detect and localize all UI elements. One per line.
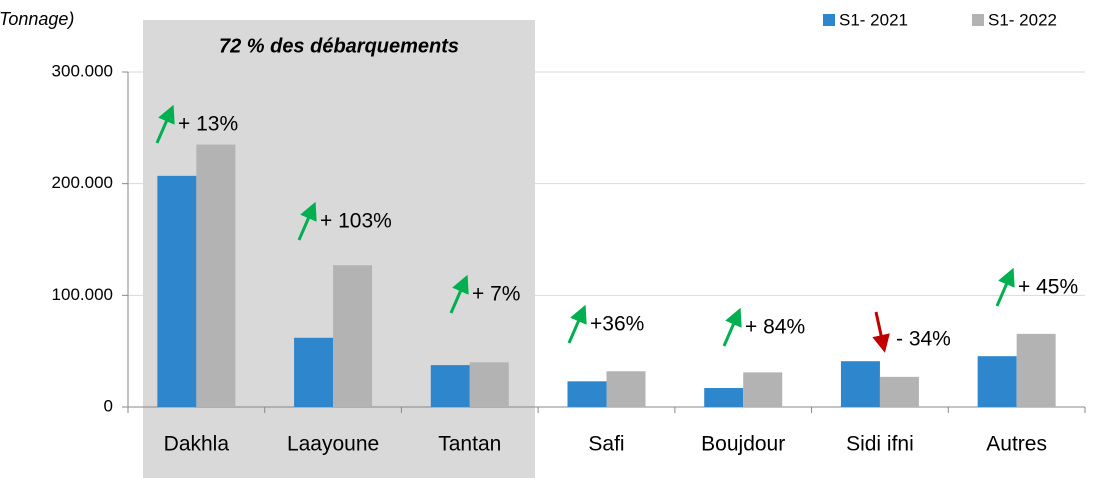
change-label: + 13% [178, 113, 238, 136]
x-tick-label: Sidi ifni [846, 433, 914, 456]
change-label: - 34% [896, 328, 951, 351]
change-label: +36% [590, 313, 644, 336]
legend-swatch [823, 14, 835, 26]
change-label: + 45% [1018, 276, 1078, 299]
bar [606, 371, 646, 407]
bar [1016, 333, 1056, 407]
change-arrow [449, 274, 469, 314]
change-arrow [297, 201, 317, 241]
legend-swatch [972, 14, 984, 26]
bar [294, 337, 334, 407]
bar [333, 265, 373, 407]
change-label: + 84% [745, 316, 805, 339]
bar [704, 388, 744, 407]
change-arrow [722, 307, 742, 347]
highlight-label: 72 % des débarquements [219, 35, 459, 57]
y-tick-label: 0 [104, 396, 113, 415]
y-tick-label: 300.000 [52, 61, 113, 80]
x-tick-label: Boujdour [701, 433, 785, 456]
bar [743, 372, 783, 407]
bar [196, 144, 236, 408]
y-axis-label: (Tonnage) [0, 9, 74, 29]
x-tick-label: Autres [986, 433, 1047, 456]
legend-label: S1- 2022 [988, 10, 1057, 29]
x-tick-label: Safi [588, 433, 624, 456]
bar [840, 361, 880, 407]
bar [469, 362, 509, 407]
y-tick-label: 200.000 [52, 173, 113, 192]
change-label: + 7% [472, 283, 520, 306]
bar [567, 381, 607, 407]
change-label: + 103% [320, 210, 392, 233]
bar [157, 175, 197, 407]
legend-label: S1- 2021 [839, 10, 908, 29]
x-tick-label: Laayoune [287, 433, 379, 456]
y-tick-label: 100.000 [52, 285, 113, 304]
change-arrow [872, 311, 890, 353]
bar [879, 376, 919, 407]
change-arrow [567, 304, 587, 344]
x-tick-label: Tantan [438, 433, 501, 456]
x-tick-label: Dakhla [164, 433, 230, 456]
bar [430, 365, 470, 407]
change-arrow [995, 267, 1015, 307]
change-arrow [155, 104, 175, 144]
bar [977, 356, 1017, 407]
